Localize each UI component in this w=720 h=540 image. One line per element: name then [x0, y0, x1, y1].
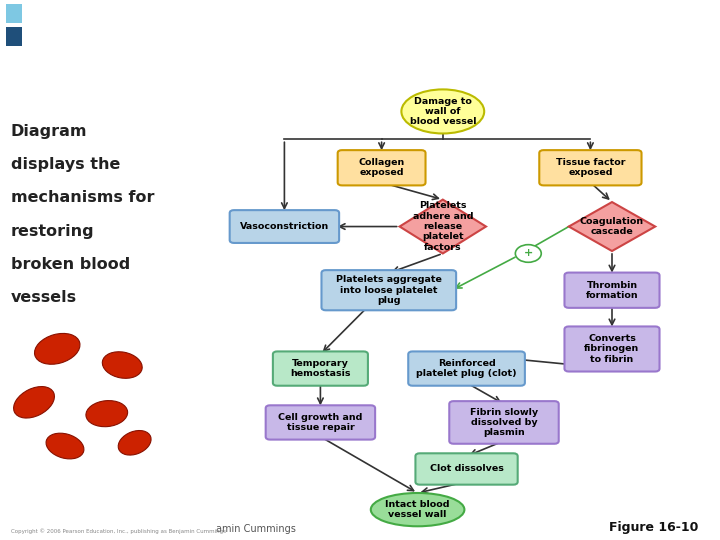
Text: Fibrin slowly
dissolved by
plasmin: Fibrin slowly dissolved by plasmin: [470, 408, 538, 437]
Text: amin Cummings: amin Cummings: [216, 524, 296, 534]
FancyBboxPatch shape: [266, 406, 375, 440]
FancyBboxPatch shape: [273, 352, 368, 386]
Circle shape: [516, 245, 541, 262]
Ellipse shape: [118, 430, 151, 455]
Text: +: +: [523, 248, 533, 259]
Text: restoring: restoring: [11, 224, 94, 239]
Ellipse shape: [46, 433, 84, 459]
Text: Diagram: Diagram: [11, 124, 87, 139]
Bar: [6, 4, 22, 23]
FancyBboxPatch shape: [408, 352, 525, 386]
Text: Tissue factor
exposed: Tissue factor exposed: [556, 158, 625, 178]
Text: Temporary
hemostasis: Temporary hemostasis: [290, 359, 351, 379]
Text: Platelets aggregate
into loose platelet
plug: Platelets aggregate into loose platelet …: [336, 275, 442, 305]
Text: Coagulation
cascade: Coagulation cascade: [580, 217, 644, 236]
Text: Overview of Hemostasis and Tissue Repair: Overview of Hemostasis and Tissue Repair: [30, 15, 565, 35]
Text: Clot dissolves: Clot dissolves: [430, 464, 503, 474]
Ellipse shape: [35, 333, 80, 365]
Text: Cell growth and
tissue repair: Cell growth and tissue repair: [278, 413, 363, 432]
Text: broken blood: broken blood: [11, 257, 130, 272]
FancyBboxPatch shape: [338, 150, 426, 185]
Polygon shape: [400, 200, 486, 253]
Text: Vasoconstriction: Vasoconstriction: [240, 222, 329, 231]
Text: Thrombin
formation: Thrombin formation: [585, 280, 639, 300]
Text: Damage to
wall of
blood vessel: Damage to wall of blood vessel: [410, 97, 476, 126]
Text: Intact blood
vessel wall: Intact blood vessel wall: [385, 500, 450, 519]
Ellipse shape: [402, 90, 484, 133]
Ellipse shape: [14, 387, 55, 418]
Text: Converts
fibrinogen
to fibrin: Converts fibrinogen to fibrin: [585, 334, 639, 364]
FancyBboxPatch shape: [415, 453, 518, 485]
FancyBboxPatch shape: [230, 210, 339, 243]
Text: vessels: vessels: [11, 290, 77, 305]
Text: mechanisms for: mechanisms for: [11, 190, 154, 205]
FancyBboxPatch shape: [564, 273, 660, 308]
FancyBboxPatch shape: [322, 270, 456, 310]
Ellipse shape: [102, 352, 142, 379]
FancyBboxPatch shape: [449, 401, 559, 444]
Ellipse shape: [371, 493, 464, 526]
FancyBboxPatch shape: [564, 327, 660, 372]
Text: Copyright © 2006 Pearson Education, Inc., publishing as Benjamin Cummings: Copyright © 2006 Pearson Education, Inc.…: [11, 528, 226, 534]
Text: displays the: displays the: [11, 157, 120, 172]
Text: Platelets
adhere and
release
platelet
factors: Platelets adhere and release platelet fa…: [413, 201, 473, 252]
Polygon shape: [569, 202, 655, 251]
Ellipse shape: [86, 401, 127, 427]
Bar: [6, 27, 22, 46]
Text: Collagen
exposed: Collagen exposed: [359, 158, 405, 178]
FancyBboxPatch shape: [539, 150, 642, 185]
Text: Reinforced
platelet plug (clot): Reinforced platelet plug (clot): [416, 359, 517, 379]
Text: Figure 16-10: Figure 16-10: [609, 521, 698, 534]
